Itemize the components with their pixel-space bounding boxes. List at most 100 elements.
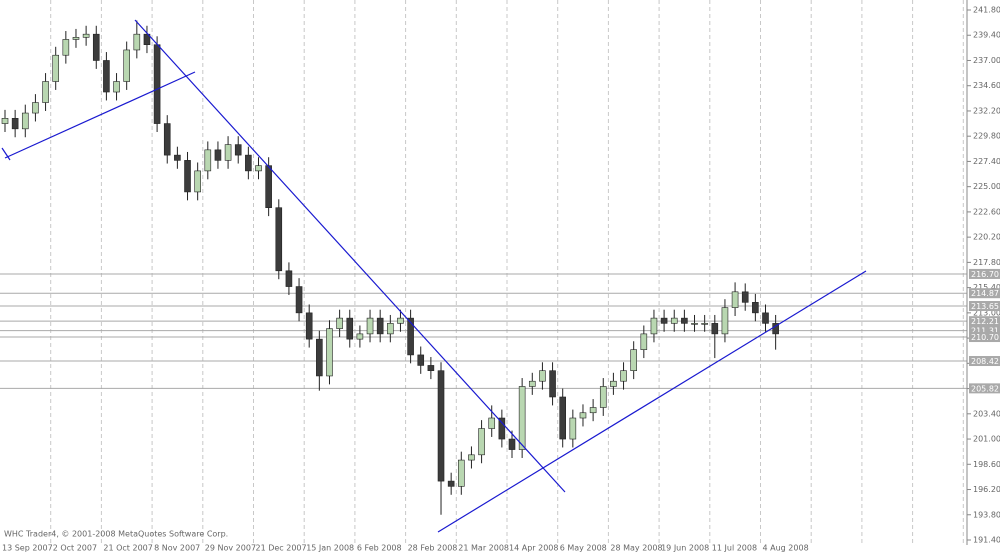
y-tick-label: 237.00 [973,56,1000,65]
candle-body [387,323,394,335]
candle-body [265,165,272,208]
x-tick-label: 2 Oct 2007 [53,544,97,553]
candle-body [457,459,465,487]
candle-body [539,370,546,382]
x-tick-label: 21 Dec 2007 [256,544,307,553]
candle-body [468,454,475,461]
candle-body [579,412,587,419]
x-tick-label: 28 May 2008 [610,544,662,553]
candle-body [376,317,384,335]
x-tick-label: 21 Oct 2007 [103,544,152,553]
candle-body [589,407,597,414]
x-tick-label: 29 Nov 2007 [205,544,256,553]
candle-body [285,270,293,287]
candle-body [741,291,749,303]
candle-body [204,149,212,172]
candle-body [336,317,343,329]
candle-body [305,312,313,340]
y-tick-label: 229.80 [973,132,1000,141]
x-tick-label: 6 Feb 2008 [357,544,402,553]
candle-body [691,323,698,325]
trend-line [4,71,196,159]
y-tick-label: 225.00 [973,182,1000,191]
y-tick-label: 193.80 [973,510,1000,519]
candle-body [32,102,39,114]
candle-body [681,317,688,324]
trend-line [1,147,11,161]
candle-body [711,323,719,335]
candle-body [214,149,222,161]
candle-body [610,380,617,387]
candle-body [21,112,29,130]
level-label-box [969,301,1000,312]
candle-body [163,123,171,156]
y-tick-label: 203.40 [973,409,1000,418]
candle-body [620,370,627,382]
candle-body [316,338,323,377]
candle-body [255,165,262,172]
trend-line [134,19,566,493]
candle-body [82,33,90,38]
candle-body [1,118,9,124]
candle-body [72,37,80,40]
level-label: 212.21 [971,317,999,326]
candle-body [224,144,232,161]
candle-body [518,386,526,450]
candle-body [194,170,201,193]
candle-body [275,207,283,272]
level-label: 216.70 [971,270,999,279]
trend-lines [1,19,867,533]
y-tick-label: 201.00 [973,435,1000,444]
candle-body [52,54,60,82]
candle-body [498,417,506,440]
candle-body [133,33,141,51]
candle-body [427,365,435,371]
y-tick-label: 217.80 [973,258,1000,267]
watermark: WHC Trader4, © 2001-2008 MetaQuotes Soft… [4,530,228,539]
x-tick-label: 6 May 2008 [560,544,607,553]
candle-body [417,354,425,366]
candle-body [245,154,252,172]
candle-body [184,160,191,193]
y-tick-label: 191.40 [973,536,1000,545]
candle-body [670,317,678,324]
level-label: 210.70 [971,333,999,342]
y-axis-labels: 241.80 239.40 237.00 234.60 232.20 229.80 227.… [967,6,1000,545]
x-tick-label: 13 Sep 2007 [2,544,53,553]
level-label-box [969,325,1000,336]
level-label-box [969,332,1000,343]
candle-body [630,349,637,371]
candle-body [11,118,19,130]
y-tick-label: 220.20 [973,233,1000,242]
level-label: 208.42 [971,357,999,366]
level-label: 213.65 [971,302,999,311]
level-label-box [969,383,1000,394]
candle-body [113,81,120,93]
trend-line [437,270,867,533]
x-tick-label: 14 Apr 2008 [509,544,558,553]
level-label: 214.87 [971,289,999,298]
y-tick-label: 215.40 [973,283,1000,292]
level-label-box [969,356,1000,367]
candle-body [437,370,445,482]
level-label-box [969,316,1000,327]
y-tick-label: 198.60 [973,460,1000,469]
candle-body [569,417,577,440]
y-tick-label: 213.00 [973,308,1000,317]
y-tick-label: 234.60 [973,81,1000,90]
candle-body [42,81,49,103]
level-label: 211.31 [971,327,999,336]
candle-body [528,380,536,387]
candle-body [326,328,333,377]
candles [1,20,779,515]
candle-body [143,33,151,46]
y-tick-label: 232.20 [973,106,1000,115]
x-tick-label: 15 Jan 2008 [306,544,354,553]
candle-body [407,317,414,356]
level-label: 205.82 [971,384,999,393]
level-label-box [969,288,1000,299]
candle-body [356,333,364,340]
x-axis-labels: 13 Sep 2007 2 Oct 2007 21 Oct 2007 8 Nov 20… [2,544,809,553]
